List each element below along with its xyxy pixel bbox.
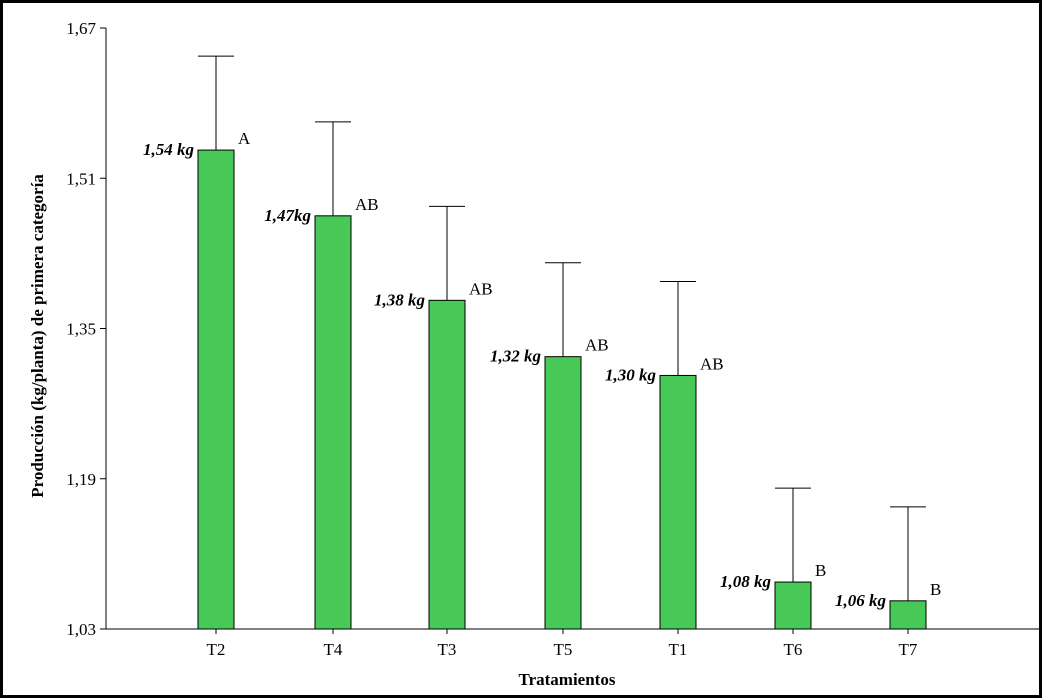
bar (197, 149, 235, 630)
x-tick-label: T2 (207, 640, 226, 659)
bars: 1,54 kg A 1,47kg AB 1,38 kg AB 1,32 kg AB 1,30 k… (143, 55, 941, 630)
group-letter: B (930, 580, 941, 599)
group-letter: AB (355, 195, 379, 214)
axes: 1,03 1,19 1,35 1,51 1,67 T2 T4 T3 T5 T1 T6 T7 (66, 19, 1039, 659)
data-label: 1,06 kg (835, 591, 887, 610)
data-label: 1,54 kg (143, 140, 195, 159)
data-label: 1,38 kg (374, 290, 426, 309)
group-letter: AB (469, 279, 493, 298)
x-tick-label: T4 (324, 640, 343, 659)
y-tick-label: 1,19 (66, 470, 96, 489)
y-axis-title: Producción (kg/planta) de primera catego… (28, 174, 47, 498)
bar-chart: 1,03 1,19 1,35 1,51 1,67 T2 T4 T3 T5 T1 T6 T7 1,54 … (28, 19, 1039, 689)
data-label: 1,32 kg (490, 347, 542, 366)
data-label: 1,47kg (264, 206, 311, 225)
group-letter: AB (585, 336, 609, 355)
bar (314, 215, 352, 630)
data-label: 1,30 kg (605, 365, 657, 384)
y-tick-label: 1,67 (66, 19, 96, 38)
group-letter: B (815, 561, 826, 580)
x-axis-title: Tratamientos (519, 670, 616, 689)
x-tick-label: T7 (899, 640, 918, 659)
data-label: 1,08 kg (720, 572, 772, 591)
bar (544, 356, 582, 630)
x-tick-label: T3 (438, 640, 457, 659)
x-tick-label: T6 (784, 640, 803, 659)
bar (889, 600, 927, 630)
x-tick-label: T1 (669, 640, 688, 659)
group-letter: AB (700, 354, 724, 373)
x-tick-label: T5 (554, 640, 573, 659)
y-tick-label: 1,03 (66, 620, 96, 639)
group-letter: A (238, 129, 251, 148)
bar (659, 374, 697, 630)
bar (774, 581, 812, 630)
y-tick-label: 1,35 (66, 320, 96, 339)
bar (428, 299, 466, 630)
y-tick-label: 1,51 (66, 169, 96, 188)
